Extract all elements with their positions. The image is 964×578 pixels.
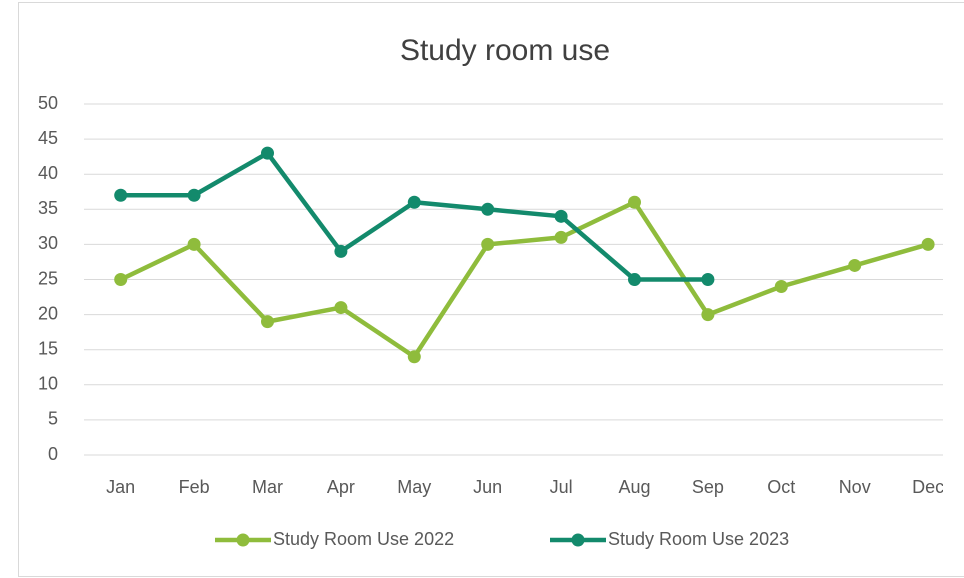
data-point	[701, 308, 715, 322]
y-tick-label: 5	[48, 409, 58, 429]
x-tick-label: Aug	[618, 477, 650, 497]
data-point	[334, 301, 348, 315]
x-tick-label: Jan	[106, 477, 135, 497]
x-tick-label: Mar	[252, 477, 283, 497]
data-point	[114, 188, 128, 202]
data-point	[187, 237, 201, 251]
data-point	[261, 315, 274, 329]
y-tick-label: 30	[38, 233, 58, 253]
x-tick-label: Apr	[327, 477, 355, 497]
data-point	[481, 202, 495, 216]
x-tick-label: Jun	[473, 477, 502, 497]
data-point	[261, 146, 274, 160]
x-tick-label: Feb	[179, 477, 210, 497]
data-point	[187, 188, 201, 202]
data-point	[628, 273, 641, 286]
y-tick-label: 45	[38, 128, 58, 148]
chart-title: Study room use	[400, 34, 610, 67]
plot-area: 0 5 10 15 20 25 30 35 40 45 50 Jan Feb Mar Apr May Jun Ju…	[38, 93, 944, 497]
data-point	[701, 273, 715, 286]
y-tick-label: 35	[38, 198, 58, 218]
data-point	[848, 258, 862, 272]
data-point	[407, 350, 421, 364]
x-tick-label: Oct	[767, 477, 795, 497]
y-tick-label: 0	[48, 444, 58, 464]
data-point	[481, 237, 495, 251]
series-line	[119, 200, 929, 359]
legend-label: Study Room Use 2022	[273, 529, 454, 549]
y-tick-label: 25	[38, 268, 58, 288]
y-tick-label: 10	[38, 374, 58, 394]
data-point	[407, 195, 421, 209]
y-tick-label: 15	[38, 338, 58, 358]
y-tick-label: 50	[38, 93, 58, 113]
x-tick-label: Jul	[550, 477, 573, 497]
x-tick-label: Nov	[839, 477, 871, 497]
x-tick-label: Sep	[692, 477, 724, 497]
chart-border	[18, 2, 964, 577]
y-tick-label: 20	[38, 303, 58, 323]
data-point	[114, 273, 128, 286]
legend-label: Study Room Use 2023	[608, 529, 789, 549]
data-point	[628, 195, 641, 209]
data-point	[554, 209, 568, 223]
legend-marker	[571, 533, 585, 547]
data-point	[554, 230, 568, 244]
data-point	[921, 237, 935, 251]
data-point	[334, 244, 348, 258]
y-tick-label: 40	[38, 163, 58, 183]
data-point	[774, 280, 788, 294]
x-tick-label: Dec	[912, 477, 944, 497]
legend-marker	[236, 533, 250, 547]
x-tick-label: May	[397, 477, 431, 497]
